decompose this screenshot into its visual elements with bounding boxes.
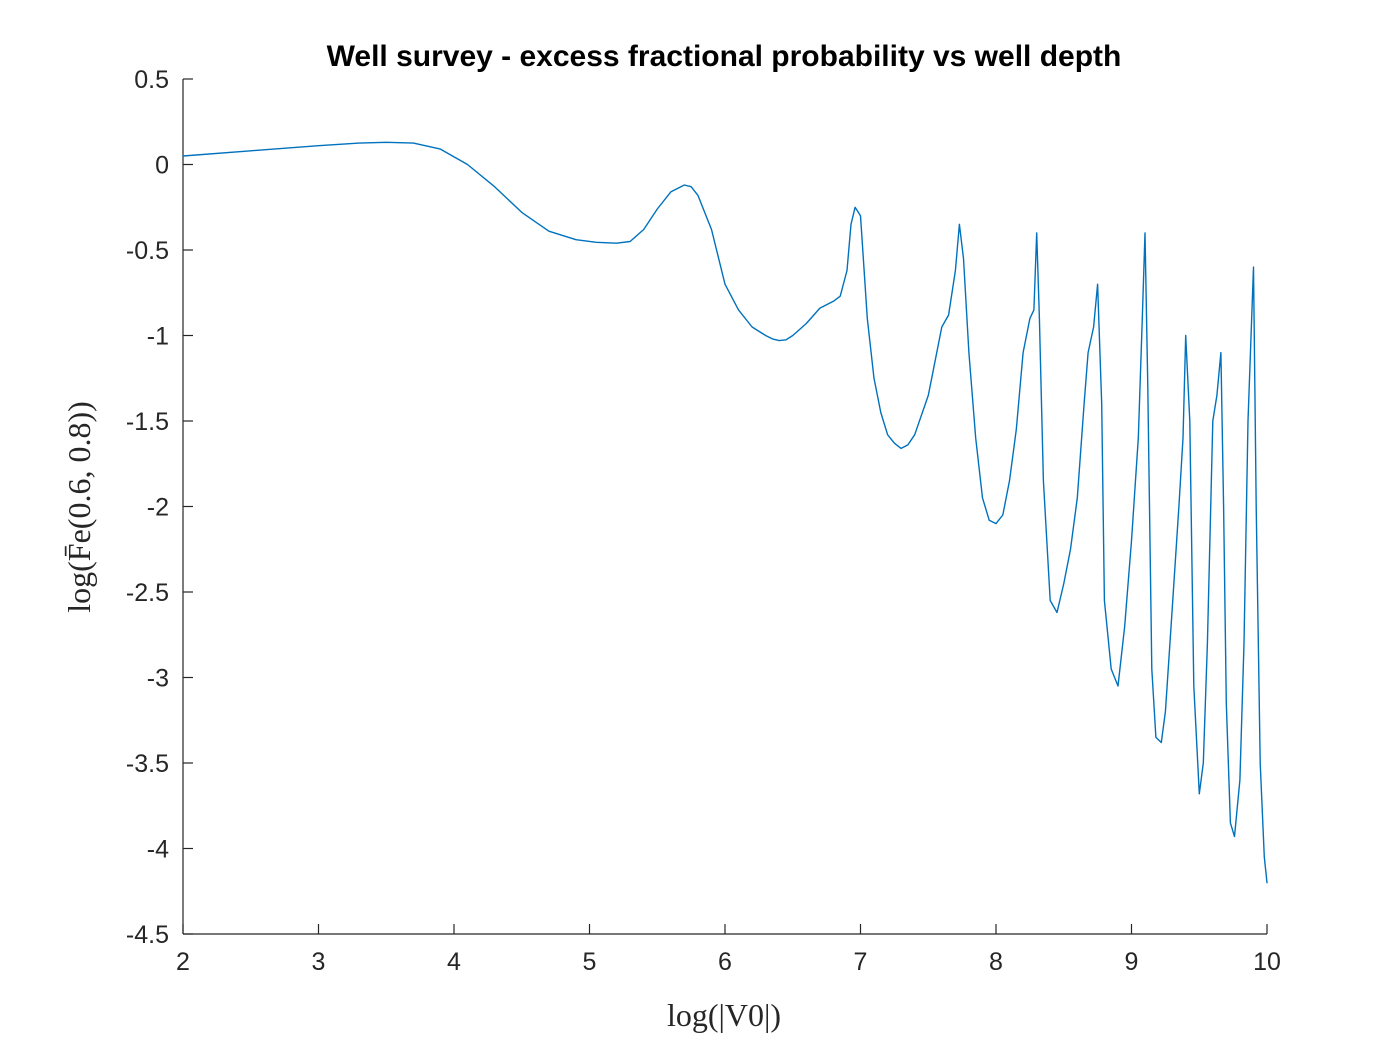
y-tick-label: -1 [147, 323, 169, 351]
x-tick-label: 5 [583, 948, 597, 976]
series-lines [182, 141, 1268, 884]
y-tick-label: -2.5 [126, 579, 169, 607]
x-tick-label: 4 [447, 948, 461, 976]
chart-title: Well survey - excess fractional probabil… [327, 40, 1122, 73]
y-tick-label: -4.5 [126, 921, 169, 949]
series-line-0 [182, 141, 1268, 884]
y-tick-label: -1.5 [126, 408, 169, 436]
y-tick-label: -4 [147, 836, 169, 864]
y-tick-label: -0.5 [126, 237, 169, 265]
x-tick-label: 8 [989, 948, 1003, 976]
y-tick-label: 0 [155, 152, 169, 180]
y-tick-label: -3 [147, 665, 169, 693]
y-tick-label: -3.5 [126, 750, 169, 778]
x-tick-labels: 2 3 4 5 6 7 8 9 10 [176, 948, 1281, 976]
y-tick-labels: 0.5 0 -0.5 -1 -1.5 -2 -2.5 -3 -3.5 -4 -4.5 [126, 66, 169, 949]
y-axis-label: log(F̄e(0.6, 0.8)) [61, 401, 97, 613]
y-tick-label: -2 [147, 494, 169, 522]
x-tick-label: 10 [1253, 948, 1281, 976]
x-tick-label: 2 [176, 948, 190, 976]
x-tick-label: 3 [312, 948, 326, 976]
x-axis-label: log(|V0|) [667, 997, 781, 1033]
x-tick-label: 9 [1125, 948, 1139, 976]
x-tick-label: 7 [854, 948, 868, 976]
x-tick-label: 6 [718, 948, 732, 976]
tick-marks [182, 78, 1268, 935]
axes [182, 79, 1267, 935]
y-tick-label: 0.5 [134, 66, 169, 94]
